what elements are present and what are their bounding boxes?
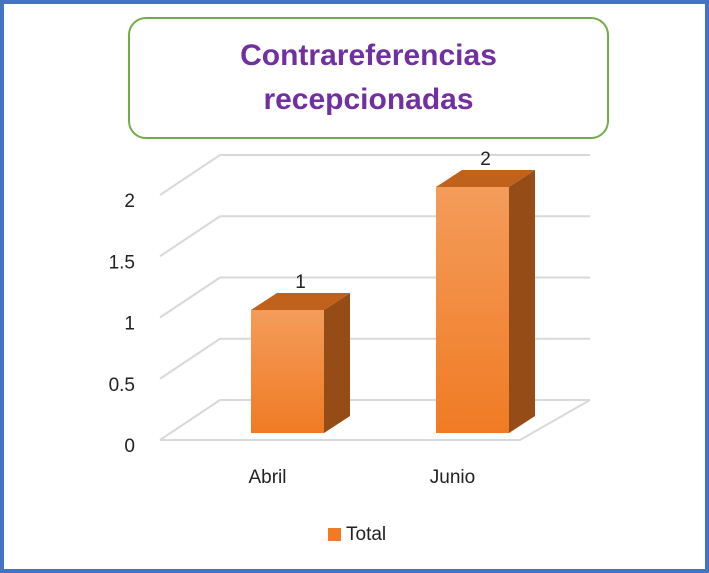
y-tick-label: 2 bbox=[124, 191, 135, 212]
bar-highlight bbox=[436, 187, 509, 433]
x-tick-label: Abril bbox=[248, 467, 286, 488]
chart-title: Contrareferencias recepcionadas bbox=[240, 39, 497, 116]
title-box: Contrareferencias recepcionadas bbox=[128, 17, 609, 139]
bar-side bbox=[324, 293, 350, 433]
y-tick-label: 1 bbox=[124, 314, 135, 335]
grid-line-side bbox=[159, 399, 221, 441]
bar-top bbox=[436, 170, 535, 187]
data-label: 1 bbox=[295, 272, 306, 293]
grid-line-side bbox=[159, 276, 221, 319]
floor-edge bbox=[160, 399, 591, 441]
y-tick-label: 0 bbox=[124, 436, 135, 457]
grid-line-side bbox=[159, 154, 221, 196]
legend-label: Total bbox=[346, 524, 386, 545]
bar-side bbox=[509, 170, 535, 433]
y-tick-label: 1.5 bbox=[109, 252, 135, 273]
bar-side-shade bbox=[324, 293, 350, 433]
y-tick-label: 0.5 bbox=[109, 375, 135, 396]
data-label: 2 bbox=[480, 149, 491, 170]
bar-highlight bbox=[251, 310, 324, 433]
x-tick-label: Junio bbox=[430, 467, 475, 488]
bar-top bbox=[251, 293, 350, 310]
bar-top-shade bbox=[251, 293, 350, 310]
bar-top-shade bbox=[436, 170, 535, 187]
grid-line-side bbox=[159, 337, 221, 380]
grid-line-side bbox=[159, 215, 221, 258]
legend-swatch bbox=[328, 528, 341, 541]
bar-side-shade bbox=[509, 170, 535, 433]
